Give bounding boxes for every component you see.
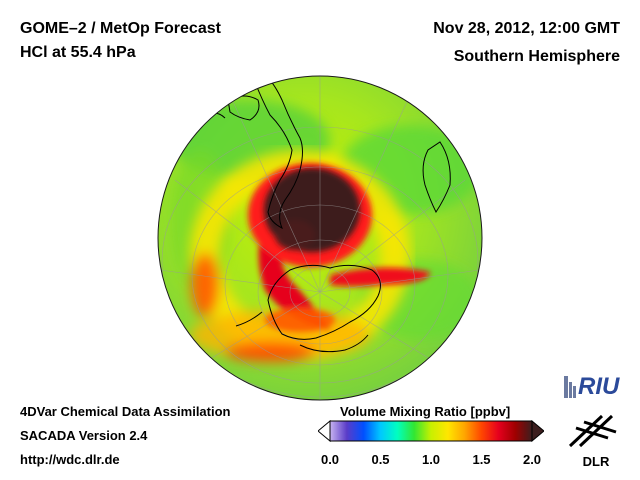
globe-field — [158, 76, 482, 400]
colorbar-title: Volume Mixing Ratio [ppbv] — [340, 404, 511, 419]
colorbar-tick-label: 2.0 — [522, 452, 542, 467]
riu-logo-text: RIU — [578, 373, 620, 400]
region-label: Southern Hemisphere — [453, 48, 620, 65]
title-line-1: GOME–2 / MetOp Forecast — [20, 20, 221, 37]
footer-url: http://wdc.dlr.de — [20, 452, 120, 467]
globe-outline — [157, 75, 483, 401]
dlr-logo: DLR — [568, 414, 617, 469]
footer-line-1: 4DVar Chemical Data Assimilation — [20, 404, 231, 419]
graticule — [159, 76, 481, 400]
colorbar-min-arrow — [318, 420, 331, 442]
colorbar-tick-label: 0.5 — [371, 452, 390, 467]
footer-line-2: SACADA Version 2.4 — [20, 428, 148, 443]
colorbar-tick-label: 1.5 — [472, 452, 491, 467]
colorbar-tick-label: 1.0 — [421, 452, 441, 467]
colorbar-tick-label: 0.0 — [320, 452, 340, 467]
hcl-core — [264, 168, 360, 252]
riu-logo: RIU — [564, 373, 620, 400]
colorbar — [318, 420, 544, 442]
title-line-2: HCl at 55.4 hPa — [20, 44, 136, 61]
dlr-logo-text: DLR — [583, 454, 610, 469]
colorbar-gradient — [329, 420, 533, 442]
colorbar-max-arrow — [531, 420, 544, 442]
datetime-label: Nov 28, 2012, 12:00 GMT — [433, 20, 620, 37]
